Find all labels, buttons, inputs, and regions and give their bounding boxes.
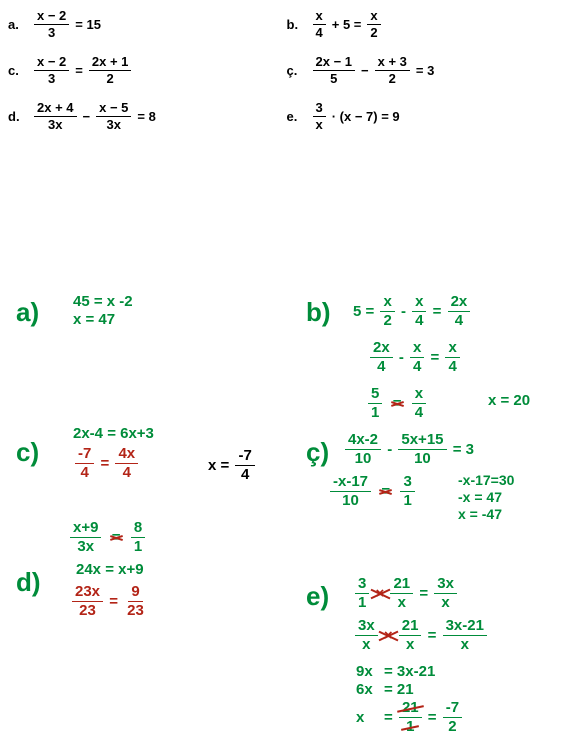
work-cc-r1: 4x-210 - 5x+1510 = 3	[343, 431, 474, 468]
work-d-r3: 23x23 = 923	[70, 583, 149, 620]
cross-icon: =	[112, 529, 121, 546]
cross-icon: ×	[376, 585, 385, 602]
work-e-l3: 9x= 3x-21	[356, 663, 435, 680]
work-b-ans: x = 20	[488, 392, 530, 409]
cross-icon: =	[381, 483, 390, 500]
work-cc-r2: -x-1710 = 31	[328, 473, 417, 510]
work-cc-s1: -x-17=30	[458, 472, 514, 488]
label-d: d)	[16, 567, 41, 598]
work-cc-s3: x = -47	[458, 506, 502, 522]
work-b-r2: 2x4 - x4 = x4	[368, 339, 462, 376]
label-a: a)	[16, 297, 39, 328]
label-cc: ç)	[306, 437, 329, 468]
problem-d: d. 2x + 43x − x − 53x = 8	[8, 100, 287, 132]
label: d.	[8, 109, 32, 124]
work-e-r2: 3xx × 21x = 3x-21x	[353, 617, 489, 654]
problem-e: e. 3x · (x − 7) = 9	[287, 100, 566, 132]
label: a.	[8, 17, 32, 32]
work-e-r1: 31 × 21x = 3xx	[353, 575, 459, 612]
label-c: c)	[16, 437, 39, 468]
label-e: e)	[306, 581, 329, 612]
work-a-l2: x = 47	[73, 311, 115, 328]
label: ç.	[287, 63, 311, 78]
work-b-r3: 51 = x4	[366, 385, 428, 422]
work-c-l1: 2x-4 = 6x+3	[73, 425, 154, 442]
work-cc-s2: -x = 47	[458, 489, 502, 505]
problem-set: a. x − 23 = 15 c. x − 23 = 2x + 12 d. 2x…	[8, 8, 565, 147]
label: c.	[8, 63, 32, 78]
cross-icon: ×	[384, 627, 393, 644]
problem-b: b. x4 + 5 = x2	[287, 8, 566, 40]
cross-icon: =	[393, 395, 402, 412]
work-e-l4: 6x= 21	[356, 681, 414, 698]
label: e.	[287, 109, 311, 124]
label: b.	[287, 17, 311, 32]
work-a-l1: 45 = x -2	[73, 293, 133, 310]
problem-a: a. x − 23 = 15	[8, 8, 287, 40]
work-b-r1: 5 = x2 - x4 = 2x4	[353, 293, 472, 330]
work-c-ans: x = -74	[208, 447, 257, 484]
work-e-l5: x = 211 = -72	[356, 699, 464, 736]
label-b: b)	[306, 297, 331, 328]
work-d-r1: x+93x = 81	[68, 519, 147, 556]
problem-cc: ç. 2x − 15 − x + 32 = 3	[287, 54, 566, 86]
work-d-l2: 24x = x+9	[76, 561, 144, 578]
work-c-l2: -74 = 4x4	[73, 445, 140, 482]
problem-c: c. x − 23 = 2x + 12	[8, 54, 287, 86]
